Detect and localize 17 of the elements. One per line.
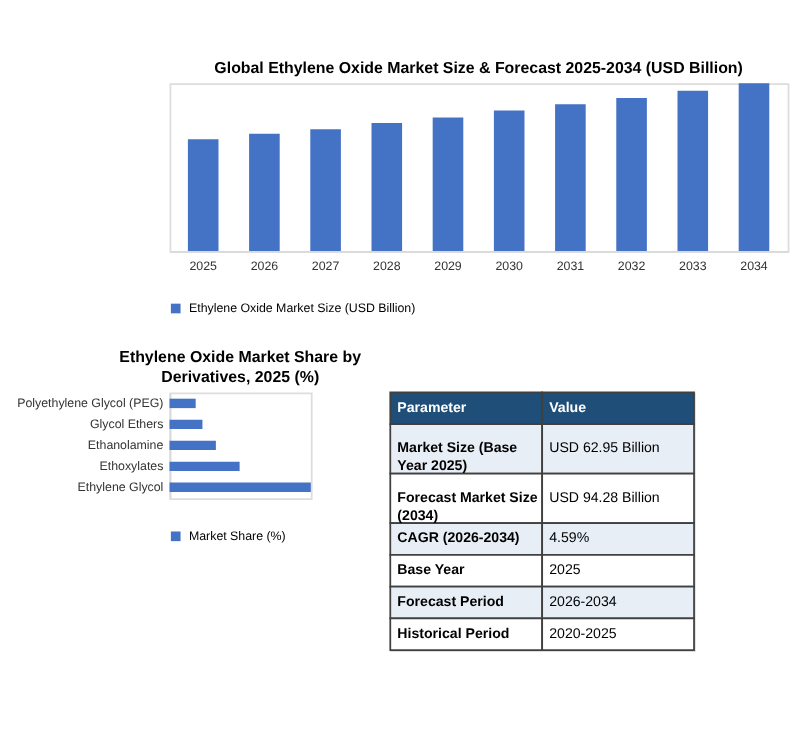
bar — [493, 110, 525, 252]
bar — [169, 419, 203, 430]
bar — [616, 98, 647, 252]
bar — [169, 482, 311, 493]
bar — [249, 133, 280, 252]
bar — [371, 122, 403, 252]
bar — [169, 461, 240, 472]
bar — [169, 398, 196, 409]
bar — [310, 129, 341, 252]
bar — [187, 139, 219, 252]
bar — [432, 117, 464, 252]
bar — [738, 83, 770, 252]
bar — [169, 440, 216, 451]
chart-title: Ethylene Oxide Market Share by Derivatives, 2025 (%) — [119, 348, 363, 386]
chart-title: Global Ethylene Oxide Market Size & Forecast 2025-2034 (USD Billion) — [214, 58, 744, 77]
bar — [677, 90, 709, 252]
bar — [555, 104, 586, 252]
